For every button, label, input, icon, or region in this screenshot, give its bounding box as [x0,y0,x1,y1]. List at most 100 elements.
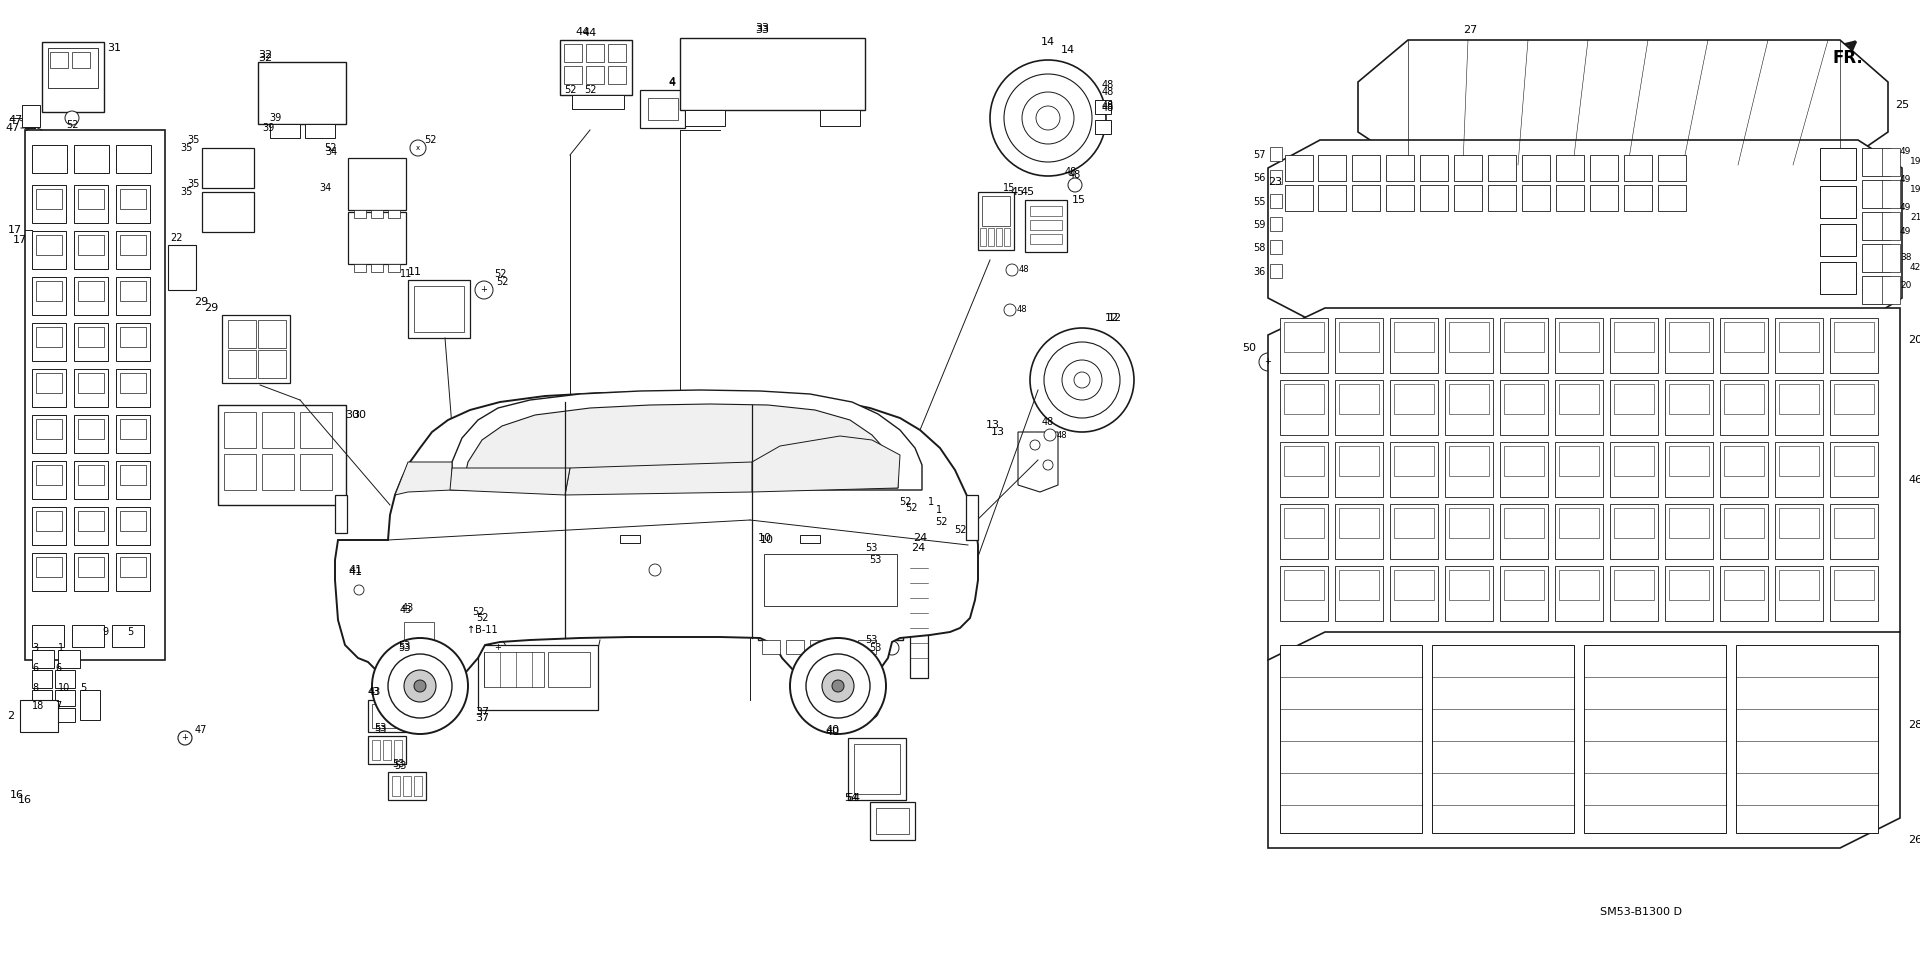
Text: 6: 6 [33,663,38,673]
Circle shape [1260,353,1277,371]
Bar [1446,318,1494,373]
Bar [348,212,405,264]
Bar [1720,380,1768,435]
Bar [1500,442,1548,497]
Bar [169,245,196,290]
Text: 56: 56 [1254,173,1265,183]
Bar [870,802,916,840]
Text: 53: 53 [397,643,411,653]
Bar [79,327,104,347]
Bar [10,115,205,785]
Bar [1724,508,1764,538]
Bar [119,281,146,301]
Text: 48: 48 [1020,266,1029,274]
Text: 32: 32 [257,50,273,60]
Bar [1780,570,1818,600]
Bar [1559,570,1599,600]
Bar [271,124,300,138]
Bar [1862,276,1889,304]
Circle shape [1073,372,1091,388]
Bar [1317,185,1346,211]
Bar [48,48,98,88]
Bar [1615,446,1653,476]
Bar [1334,566,1382,621]
Bar [1269,170,1283,184]
Bar [1503,384,1544,414]
Bar [300,454,332,490]
Text: 48: 48 [1043,417,1054,427]
Bar [115,185,150,223]
Text: 52: 52 [584,85,597,95]
Bar [1281,442,1329,497]
Bar [649,98,678,120]
Bar [1500,504,1548,559]
Text: 24: 24 [910,543,925,553]
Bar [202,148,253,188]
Text: 18: 18 [33,701,44,711]
Bar [1830,442,1878,497]
Bar [1281,318,1329,373]
Bar [1555,566,1603,621]
Text: 49: 49 [1901,148,1912,156]
Bar [1390,318,1438,373]
Text: 48: 48 [1066,167,1077,177]
Bar [1724,570,1764,600]
Text: 8: 8 [33,683,38,693]
Bar [388,772,426,800]
Text: 41: 41 [348,567,363,577]
Bar [1269,147,1283,161]
Text: 54: 54 [847,793,860,803]
Bar [1834,570,1874,600]
Bar [75,185,108,223]
Bar [1668,446,1709,476]
Bar [372,740,380,760]
Bar [1500,566,1548,621]
Bar [1611,380,1659,435]
Bar [33,670,52,688]
Bar [1724,322,1764,352]
Text: 32: 32 [257,53,273,63]
Bar [1590,185,1619,211]
Bar [75,231,108,269]
Bar [1820,148,1857,180]
Bar [1559,322,1599,352]
Text: 48: 48 [1018,306,1027,315]
Polygon shape [1018,432,1058,492]
Text: 34: 34 [321,183,332,193]
Bar [1094,120,1112,134]
Bar [1720,504,1768,559]
Bar [50,52,67,68]
Text: 1: 1 [937,505,943,515]
Bar [1269,240,1283,254]
Bar [564,66,582,84]
Circle shape [403,670,436,702]
Text: 17: 17 [13,235,27,245]
Polygon shape [1267,308,1901,660]
Bar [225,454,255,490]
Polygon shape [396,462,451,495]
Circle shape [490,640,507,656]
Bar [225,412,255,448]
Polygon shape [1267,140,1903,325]
Bar [111,625,144,647]
Text: 28: 28 [1908,720,1920,730]
Text: 11: 11 [399,269,413,279]
Bar [1834,384,1874,414]
Text: 51: 51 [847,695,860,705]
Text: 31: 31 [108,43,121,53]
Text: 53: 53 [870,555,881,565]
Bar [1665,380,1713,435]
Bar [1780,384,1818,414]
Bar [639,90,685,128]
Bar [1523,185,1549,211]
Text: +: + [480,286,488,294]
Text: 52: 52 [954,525,966,535]
Bar [1882,244,1901,272]
Polygon shape [463,404,899,488]
Bar [79,189,104,209]
Bar [119,373,146,393]
Text: 53: 53 [866,543,877,553]
Text: 1: 1 [927,497,935,507]
Bar [801,535,820,543]
Bar [1500,318,1548,373]
